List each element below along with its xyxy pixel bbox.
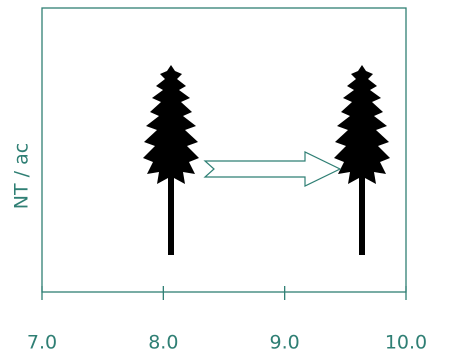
tree-icon bbox=[143, 65, 199, 255]
x-tick-label: 9.0 bbox=[270, 332, 300, 354]
chart: NT / ac 7.0 8.0 9.0 10.0 bbox=[0, 0, 449, 355]
x-tick-label: 8.0 bbox=[148, 332, 178, 354]
x-tick-label: 10.0 bbox=[385, 332, 427, 354]
x-tick-label: 7.0 bbox=[27, 332, 57, 354]
arrow bbox=[205, 152, 340, 186]
tree-icon bbox=[334, 65, 390, 255]
y-axis-label: NT / ac bbox=[11, 143, 33, 209]
